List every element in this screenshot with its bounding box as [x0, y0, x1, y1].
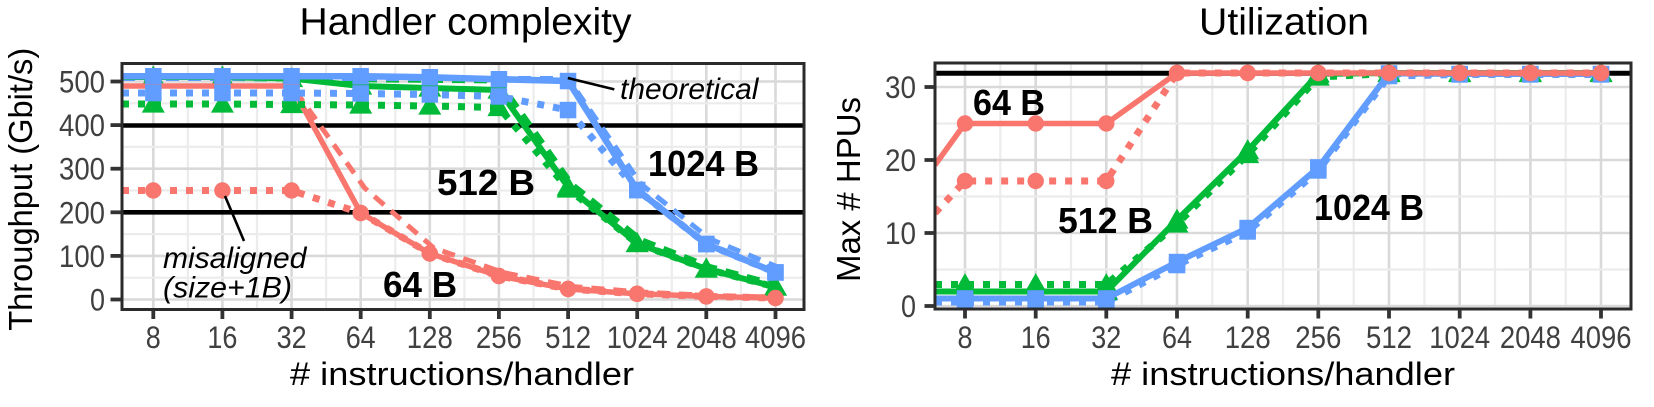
svg-text:0: 0: [90, 282, 105, 318]
svg-text:128: 128: [407, 319, 453, 355]
svg-text:1024 B: 1024 B: [1314, 187, 1424, 228]
svg-text:Handler complexity: Handler complexity: [300, 2, 632, 44]
svg-text:10: 10: [885, 215, 916, 251]
svg-text:16: 16: [207, 319, 237, 355]
svg-text:0: 0: [901, 288, 916, 324]
svg-text:4096: 4096: [1571, 319, 1632, 355]
svg-text:32: 32: [1091, 319, 1121, 355]
svg-text:1024: 1024: [607, 319, 668, 355]
svg-text:400: 400: [59, 107, 105, 143]
svg-text:Max # HPUs: Max # HPUs: [830, 97, 867, 282]
svg-text:4096: 4096: [745, 319, 806, 355]
svg-text:64: 64: [346, 319, 376, 355]
svg-text:64 B: 64 B: [383, 264, 457, 305]
svg-text:256: 256: [1295, 319, 1341, 355]
svg-text:256: 256: [476, 319, 522, 355]
svg-text:64: 64: [1162, 319, 1192, 355]
svg-text:Throughput (Gbit/s): Throughput (Gbit/s): [2, 48, 39, 331]
svg-text:16: 16: [1021, 319, 1051, 355]
svg-text:2048: 2048: [676, 319, 737, 355]
svg-text:128: 128: [1225, 319, 1271, 355]
svg-text:64 B: 64 B: [973, 82, 1045, 123]
svg-text:2048: 2048: [1500, 319, 1561, 355]
svg-text:512: 512: [1366, 319, 1412, 355]
svg-text:300: 300: [59, 151, 105, 187]
svg-text:512 B: 512 B: [1058, 200, 1153, 241]
svg-text:200: 200: [59, 194, 105, 230]
svg-text:8: 8: [958, 319, 973, 355]
svg-text:1024 B: 1024 B: [648, 143, 759, 184]
svg-text:500: 500: [59, 64, 105, 100]
svg-text:30: 30: [885, 69, 916, 105]
svg-text:theoretical: theoretical: [620, 73, 760, 106]
svg-text:100: 100: [59, 238, 105, 274]
svg-text:20: 20: [885, 142, 916, 178]
svg-text:512 B: 512 B: [437, 162, 535, 203]
svg-text:8: 8: [146, 319, 161, 355]
svg-text:(size+1B): (size+1B): [163, 272, 292, 305]
svg-text:512: 512: [545, 319, 591, 355]
svg-text:# instructions/handler: # instructions/handler: [1111, 356, 1455, 392]
svg-text:misaligned: misaligned: [163, 242, 308, 275]
svg-text:# instructions/handler: # instructions/handler: [290, 356, 634, 392]
svg-text:32: 32: [277, 319, 307, 355]
svg-text:1024: 1024: [1429, 319, 1490, 355]
svg-text:Utilization: Utilization: [1199, 2, 1369, 44]
